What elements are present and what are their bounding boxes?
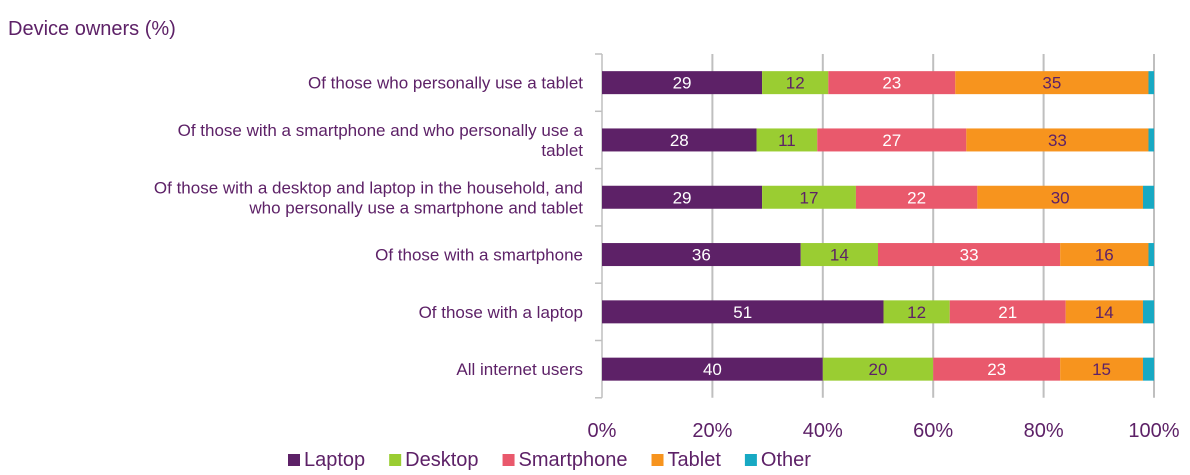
category-label: tablet bbox=[541, 141, 583, 160]
bar-laptop bbox=[602, 185, 763, 209]
bar-other bbox=[1142, 300, 1154, 324]
bar-tablet bbox=[955, 71, 1149, 95]
x-tick-label: 60% bbox=[913, 420, 953, 442]
bar-desktop bbox=[762, 71, 829, 95]
data-label: 27 bbox=[882, 131, 901, 150]
data-label: 11 bbox=[778, 131, 796, 150]
bar-other bbox=[1148, 128, 1154, 152]
data-label: 33 bbox=[1048, 131, 1067, 150]
bar-smartphone bbox=[855, 185, 978, 209]
data-label: 23 bbox=[987, 360, 1006, 379]
category-label: Of those with a smartphone and who perso… bbox=[178, 121, 584, 140]
bar-laptop bbox=[602, 128, 757, 152]
x-tick-label: 0% bbox=[588, 420, 617, 442]
data-label: 29 bbox=[673, 74, 692, 93]
category-label: Of those with a desktop and laptop in th… bbox=[154, 178, 583, 197]
data-label: 17 bbox=[800, 188, 819, 207]
bar-other bbox=[1148, 71, 1154, 95]
data-label: 12 bbox=[907, 303, 926, 322]
bar-desktop bbox=[756, 128, 818, 152]
data-label: 21 bbox=[998, 303, 1017, 322]
data-label: 15 bbox=[1092, 360, 1111, 379]
legend-label: Other bbox=[761, 449, 811, 471]
data-label: 40 bbox=[703, 360, 722, 379]
data-label: 36 bbox=[692, 246, 711, 265]
x-tick-label: 20% bbox=[692, 420, 732, 442]
x-tick-label: 80% bbox=[1024, 420, 1064, 442]
category-label: All internet users bbox=[456, 360, 583, 379]
data-label: 23 bbox=[882, 74, 901, 93]
bar-smartphone bbox=[817, 128, 967, 152]
bar-other bbox=[1142, 357, 1154, 381]
bar-desktop bbox=[800, 243, 878, 267]
data-label: 14 bbox=[1095, 303, 1114, 322]
bar-other bbox=[1148, 243, 1154, 267]
bar-desktop bbox=[883, 300, 950, 324]
bar-laptop bbox=[602, 357, 823, 381]
data-label: 20 bbox=[869, 360, 888, 379]
data-label: 30 bbox=[1051, 188, 1070, 207]
legend-swatch-other bbox=[744, 454, 757, 466]
category-label: Of those who personally use a tablet bbox=[308, 74, 583, 93]
bar-other bbox=[1142, 185, 1154, 209]
bar-tablet bbox=[966, 128, 1149, 152]
category-label: Of those with a laptop bbox=[419, 303, 583, 322]
bar-smartphone bbox=[933, 357, 1061, 381]
data-label: 16 bbox=[1095, 246, 1114, 265]
bar-smartphone bbox=[878, 243, 1061, 267]
x-tick-label: 40% bbox=[803, 420, 843, 442]
bar-tablet bbox=[1060, 243, 1149, 267]
data-label: 14 bbox=[830, 246, 849, 265]
data-label: 22 bbox=[907, 188, 926, 207]
legend-swatch-smartphone bbox=[502, 454, 515, 466]
data-label: 28 bbox=[670, 131, 689, 150]
legend-label: Laptop bbox=[304, 449, 365, 471]
bar-tablet bbox=[1065, 300, 1143, 324]
data-label: 35 bbox=[1042, 74, 1061, 93]
legend-label: Smartphone bbox=[519, 449, 628, 471]
bar-tablet bbox=[977, 185, 1143, 209]
legend-swatch-tablet bbox=[651, 454, 664, 466]
bar-smartphone bbox=[828, 71, 956, 95]
data-label: 33 bbox=[960, 246, 979, 265]
category-label: Of those with a smartphone bbox=[375, 246, 583, 265]
bar-laptop bbox=[602, 243, 801, 267]
bar-desktop bbox=[762, 185, 856, 209]
bar-smartphone bbox=[949, 300, 1066, 324]
legend-swatch-desktop bbox=[389, 454, 402, 466]
data-label: 29 bbox=[673, 188, 692, 207]
chart-title: Device owners (%) bbox=[8, 18, 176, 40]
data-label: 12 bbox=[786, 74, 805, 93]
x-tick-label: 100% bbox=[1128, 420, 1179, 442]
bar-desktop bbox=[822, 357, 934, 381]
bar-laptop bbox=[602, 300, 884, 324]
bar-laptop bbox=[602, 71, 763, 95]
bar-tablet bbox=[1060, 357, 1143, 381]
category-label: who personally use a smartphone and tabl… bbox=[248, 198, 583, 217]
legend-swatch-laptop bbox=[288, 454, 300, 466]
legend-label: Tablet bbox=[668, 449, 722, 471]
data-label: 51 bbox=[733, 303, 752, 322]
legend-label: Desktop bbox=[405, 449, 478, 471]
